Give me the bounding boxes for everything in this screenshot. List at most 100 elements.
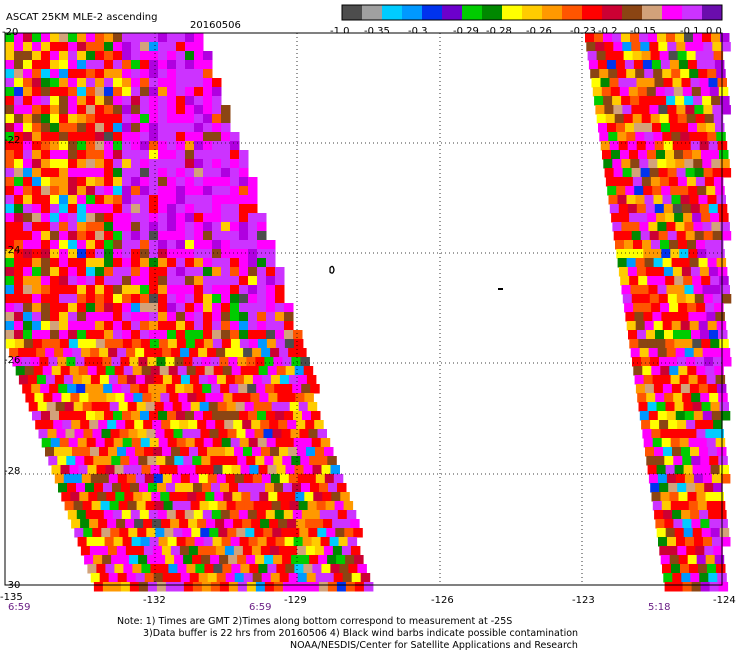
data-cell (629, 213, 639, 223)
data-cell (678, 240, 688, 250)
colorbar-swatch (662, 5, 683, 20)
data-cell (99, 474, 110, 484)
data-cell (668, 177, 679, 187)
data-cell (698, 564, 708, 574)
data-cell (304, 393, 314, 403)
data-cell (149, 195, 159, 205)
data-cell (203, 339, 214, 349)
data-cell (239, 222, 249, 232)
data-cell (87, 465, 97, 475)
data-cell (263, 429, 273, 439)
data-cell (69, 465, 79, 475)
data-cell (692, 213, 702, 223)
data-cell (68, 60, 78, 70)
data-cell (248, 267, 258, 277)
data-cell (679, 375, 690, 385)
data-cell (113, 150, 123, 160)
data-cell (629, 150, 639, 160)
data-cell (320, 537, 331, 547)
data-cell (230, 294, 240, 304)
data-cell (228, 555, 238, 565)
data-cell (178, 393, 188, 403)
data-cell (685, 537, 695, 547)
data-cell (59, 330, 69, 340)
data-cell (698, 321, 709, 331)
data-cell (628, 87, 639, 97)
data-cell (131, 213, 141, 223)
data-cell (618, 78, 628, 88)
data-cell (661, 249, 671, 259)
data-cell (288, 573, 299, 583)
data-cell (140, 150, 150, 160)
data-cell (185, 231, 195, 241)
data-cell (219, 456, 229, 466)
data-cell (597, 60, 608, 70)
data-cell (158, 267, 168, 277)
data-cell (149, 96, 159, 106)
data-cell (95, 114, 105, 124)
data-cell (158, 312, 168, 322)
data-cell (177, 366, 188, 376)
data-cell (680, 384, 691, 394)
data-cell (32, 204, 42, 214)
data-cell (194, 438, 205, 448)
data-cell (635, 321, 646, 331)
data-cell (169, 492, 179, 502)
data-cell (86, 78, 96, 88)
data-cell (194, 258, 204, 268)
data-cell (221, 204, 231, 214)
data-cell (719, 465, 730, 475)
data-cell (185, 96, 195, 106)
data-cell (257, 411, 267, 421)
data-cell (175, 384, 185, 394)
data-cell (350, 519, 360, 529)
data-cell (158, 258, 168, 268)
data-cell (124, 492, 134, 502)
data-cell (40, 384, 50, 394)
data-cell (131, 330, 141, 340)
data-cell (270, 447, 280, 457)
data-cell (627, 141, 638, 151)
data-cell (221, 411, 231, 421)
data-cell (135, 375, 146, 385)
data-cell (658, 231, 669, 241)
data-cell (185, 213, 195, 223)
data-cell (239, 240, 249, 250)
data-cell (635, 195, 645, 205)
data-cell (257, 267, 267, 277)
data-cell (167, 168, 177, 178)
data-cell (14, 204, 24, 214)
data-cell (648, 285, 658, 295)
data-cell (212, 240, 222, 250)
data-cell (140, 87, 150, 97)
data-cell (711, 285, 721, 295)
data-cell (620, 150, 630, 160)
data-cell (675, 411, 686, 421)
data-cell (140, 249, 150, 259)
data-cell (209, 528, 219, 538)
colorbar-swatch (422, 5, 443, 20)
data-cell (14, 240, 24, 250)
data-cell (210, 456, 220, 466)
data-cell (140, 222, 150, 232)
y-axis-labels: -20 -22 -24 -26 -28 -30 (2, 27, 20, 591)
data-cell (230, 186, 240, 196)
data-cell (14, 258, 24, 268)
data-cell (158, 168, 168, 178)
data-cell (240, 465, 250, 475)
data-cell (167, 150, 177, 160)
data-cell (324, 447, 334, 457)
data-cell (158, 42, 168, 52)
data-cell (212, 339, 223, 349)
data-cell (257, 312, 267, 322)
data-cell (239, 258, 249, 268)
data-cell (697, 186, 707, 196)
data-cell (694, 42, 704, 52)
data-cell (113, 69, 123, 79)
data-cell (46, 402, 57, 412)
data-cell (269, 546, 280, 556)
data-cell (323, 546, 334, 556)
data-cell (707, 258, 718, 268)
data-cell (68, 42, 78, 52)
data-cell (240, 564, 250, 574)
